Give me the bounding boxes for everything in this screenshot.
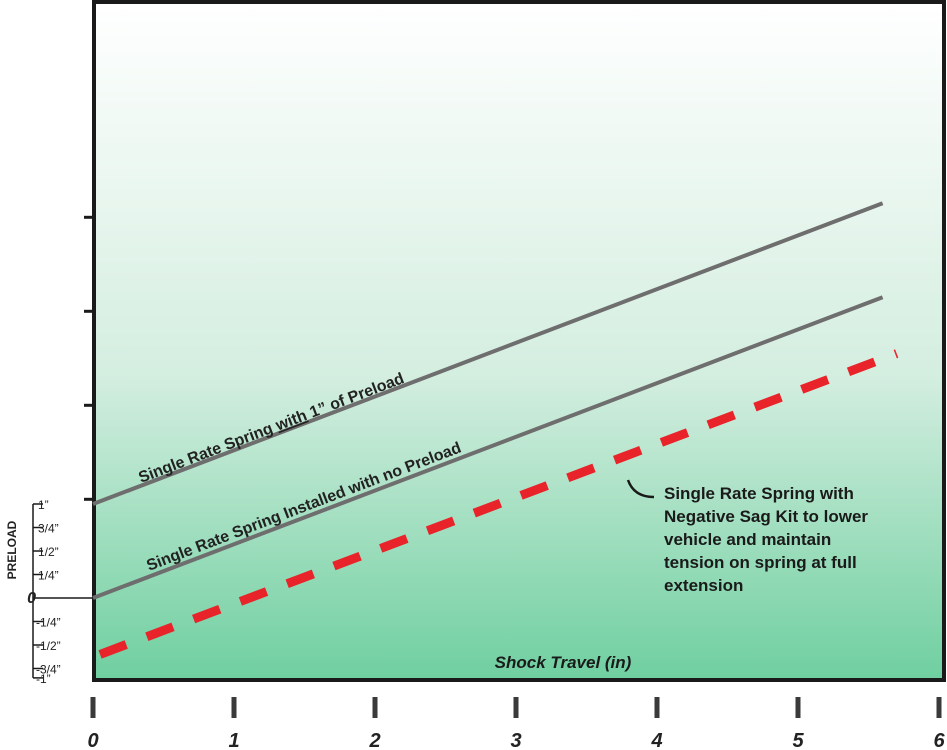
annotation-leader [626,479,655,499]
preload-tick-label-2: 1/2” [38,545,59,559]
x-tick-label-6: 6 [933,730,945,750]
x-tick-label-1: 1 [228,730,239,750]
annotation-line-3: tension on spring at full [664,553,857,572]
preload-tick-label-8: -1” [36,672,51,686]
negative-sag-annotation: Single Rate Spring with Negative Sag Kit … [664,484,868,595]
x-tick-label-3: 3 [510,730,521,750]
series-lines [92,201,899,659]
x-tick-label-4: 4 [650,730,662,750]
preload-scale: 1” 3/4” 1/2” 1/4”0-1/4” -1/2” -3/4”-1” [27,498,94,686]
left-axis-ticks [84,215,94,501]
preload-tick-label-1: 3/4” [38,522,59,536]
x-tick-label-0: 0 [87,730,98,750]
x-axis-tick-labels: 0 1 2 3 4 5 6 [87,730,945,750]
preload-tick-label-0: 1” [38,498,49,512]
annotation-line-4: extension [664,576,743,595]
series-line-0 [92,201,884,506]
annotation-line-1: Negative Sag Kit to lower [664,507,868,526]
preload-tick-label-5: -1/4” [36,616,61,630]
x-axis-label: Shock Travel (in) [495,653,632,672]
x-tick-label-5: 5 [792,730,804,750]
preload-tick-label-6: -1/2” [36,639,61,653]
annotation-line-2: vehicle and maintain [664,530,831,549]
plot-frame [92,0,946,682]
preload-tick-label-7: -3/4” [36,663,61,677]
series-line-1 [92,295,884,600]
x-tick-label-2: 2 [368,730,380,750]
annotation-line-0: Single Rate Spring with [664,484,854,503]
series-line-2 [98,349,899,659]
preload-axis-title: PRELOAD [5,520,19,579]
x-axis-ticks [90,697,942,718]
preload-tick-label-3: 1/4” [38,569,59,583]
preload-tick-label-4: 0 [27,590,36,607]
